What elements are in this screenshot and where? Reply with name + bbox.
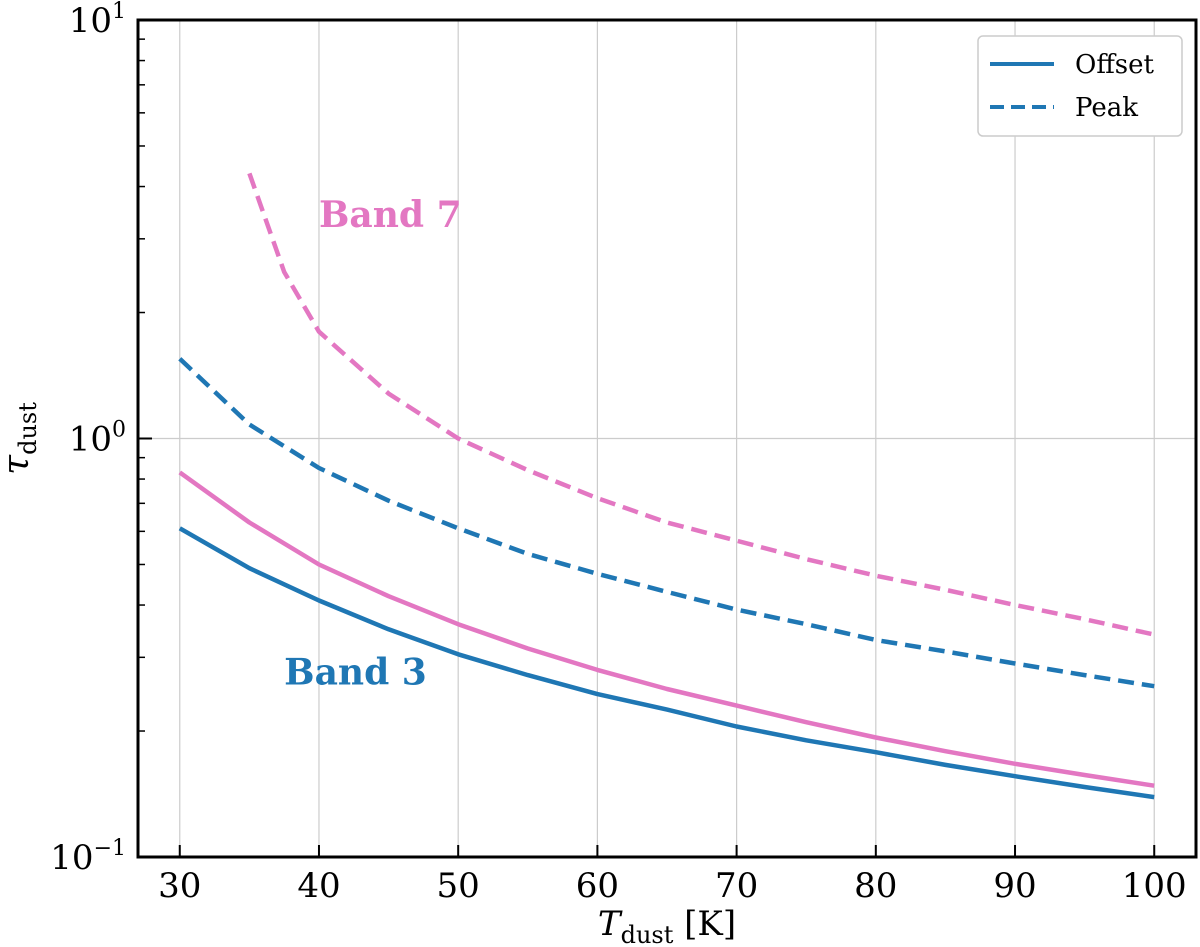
x-axis-label: Tdust [K]	[598, 904, 736, 947]
series-line	[178, 526, 1155, 800]
y-tick-label: 100	[69, 418, 126, 460]
x-tick-label: 100	[1122, 866, 1187, 906]
legend: Offset Peak	[977, 35, 1183, 137]
band-annotation: Band 3	[284, 652, 427, 694]
y-tick-label: 10−1	[50, 836, 126, 878]
x-axis-label-unit: [K]	[673, 904, 736, 944]
x-tick-label: 80	[854, 866, 897, 906]
x-tick-label: 50	[437, 866, 480, 906]
y-axis-label-main: τ	[0, 454, 37, 475]
legend-label-peak: Peak	[1075, 93, 1138, 123]
x-axis-label-sub: dust	[621, 921, 674, 947]
series-line	[247, 172, 1155, 637]
legend-label-offset: Offset	[1075, 50, 1155, 80]
series-lines	[178, 172, 1155, 800]
x-tick-label: 30	[158, 866, 201, 906]
x-axis-label-main: T	[598, 904, 623, 944]
axis-ticks: 30 40 50 60 70 80 90 100 10−1 100 101	[50, 0, 1186, 906]
band-annotation: Band 7	[319, 194, 462, 236]
series-line	[178, 470, 1155, 788]
legend-box	[977, 35, 1183, 137]
series-line	[178, 357, 1155, 689]
y-tick-label: 101	[69, 0, 126, 41]
x-tick-label: 40	[297, 866, 340, 906]
y-axis-label-sub: dust	[14, 402, 42, 455]
x-tick-label: 70	[715, 866, 758, 906]
x-tick-label: 60	[576, 866, 619, 906]
annotations: Band 7 Band 3	[284, 194, 461, 694]
y-axis-label: τdust	[0, 402, 42, 475]
x-tick-label: 90	[993, 866, 1036, 906]
grid-lines	[138, 19, 1196, 858]
